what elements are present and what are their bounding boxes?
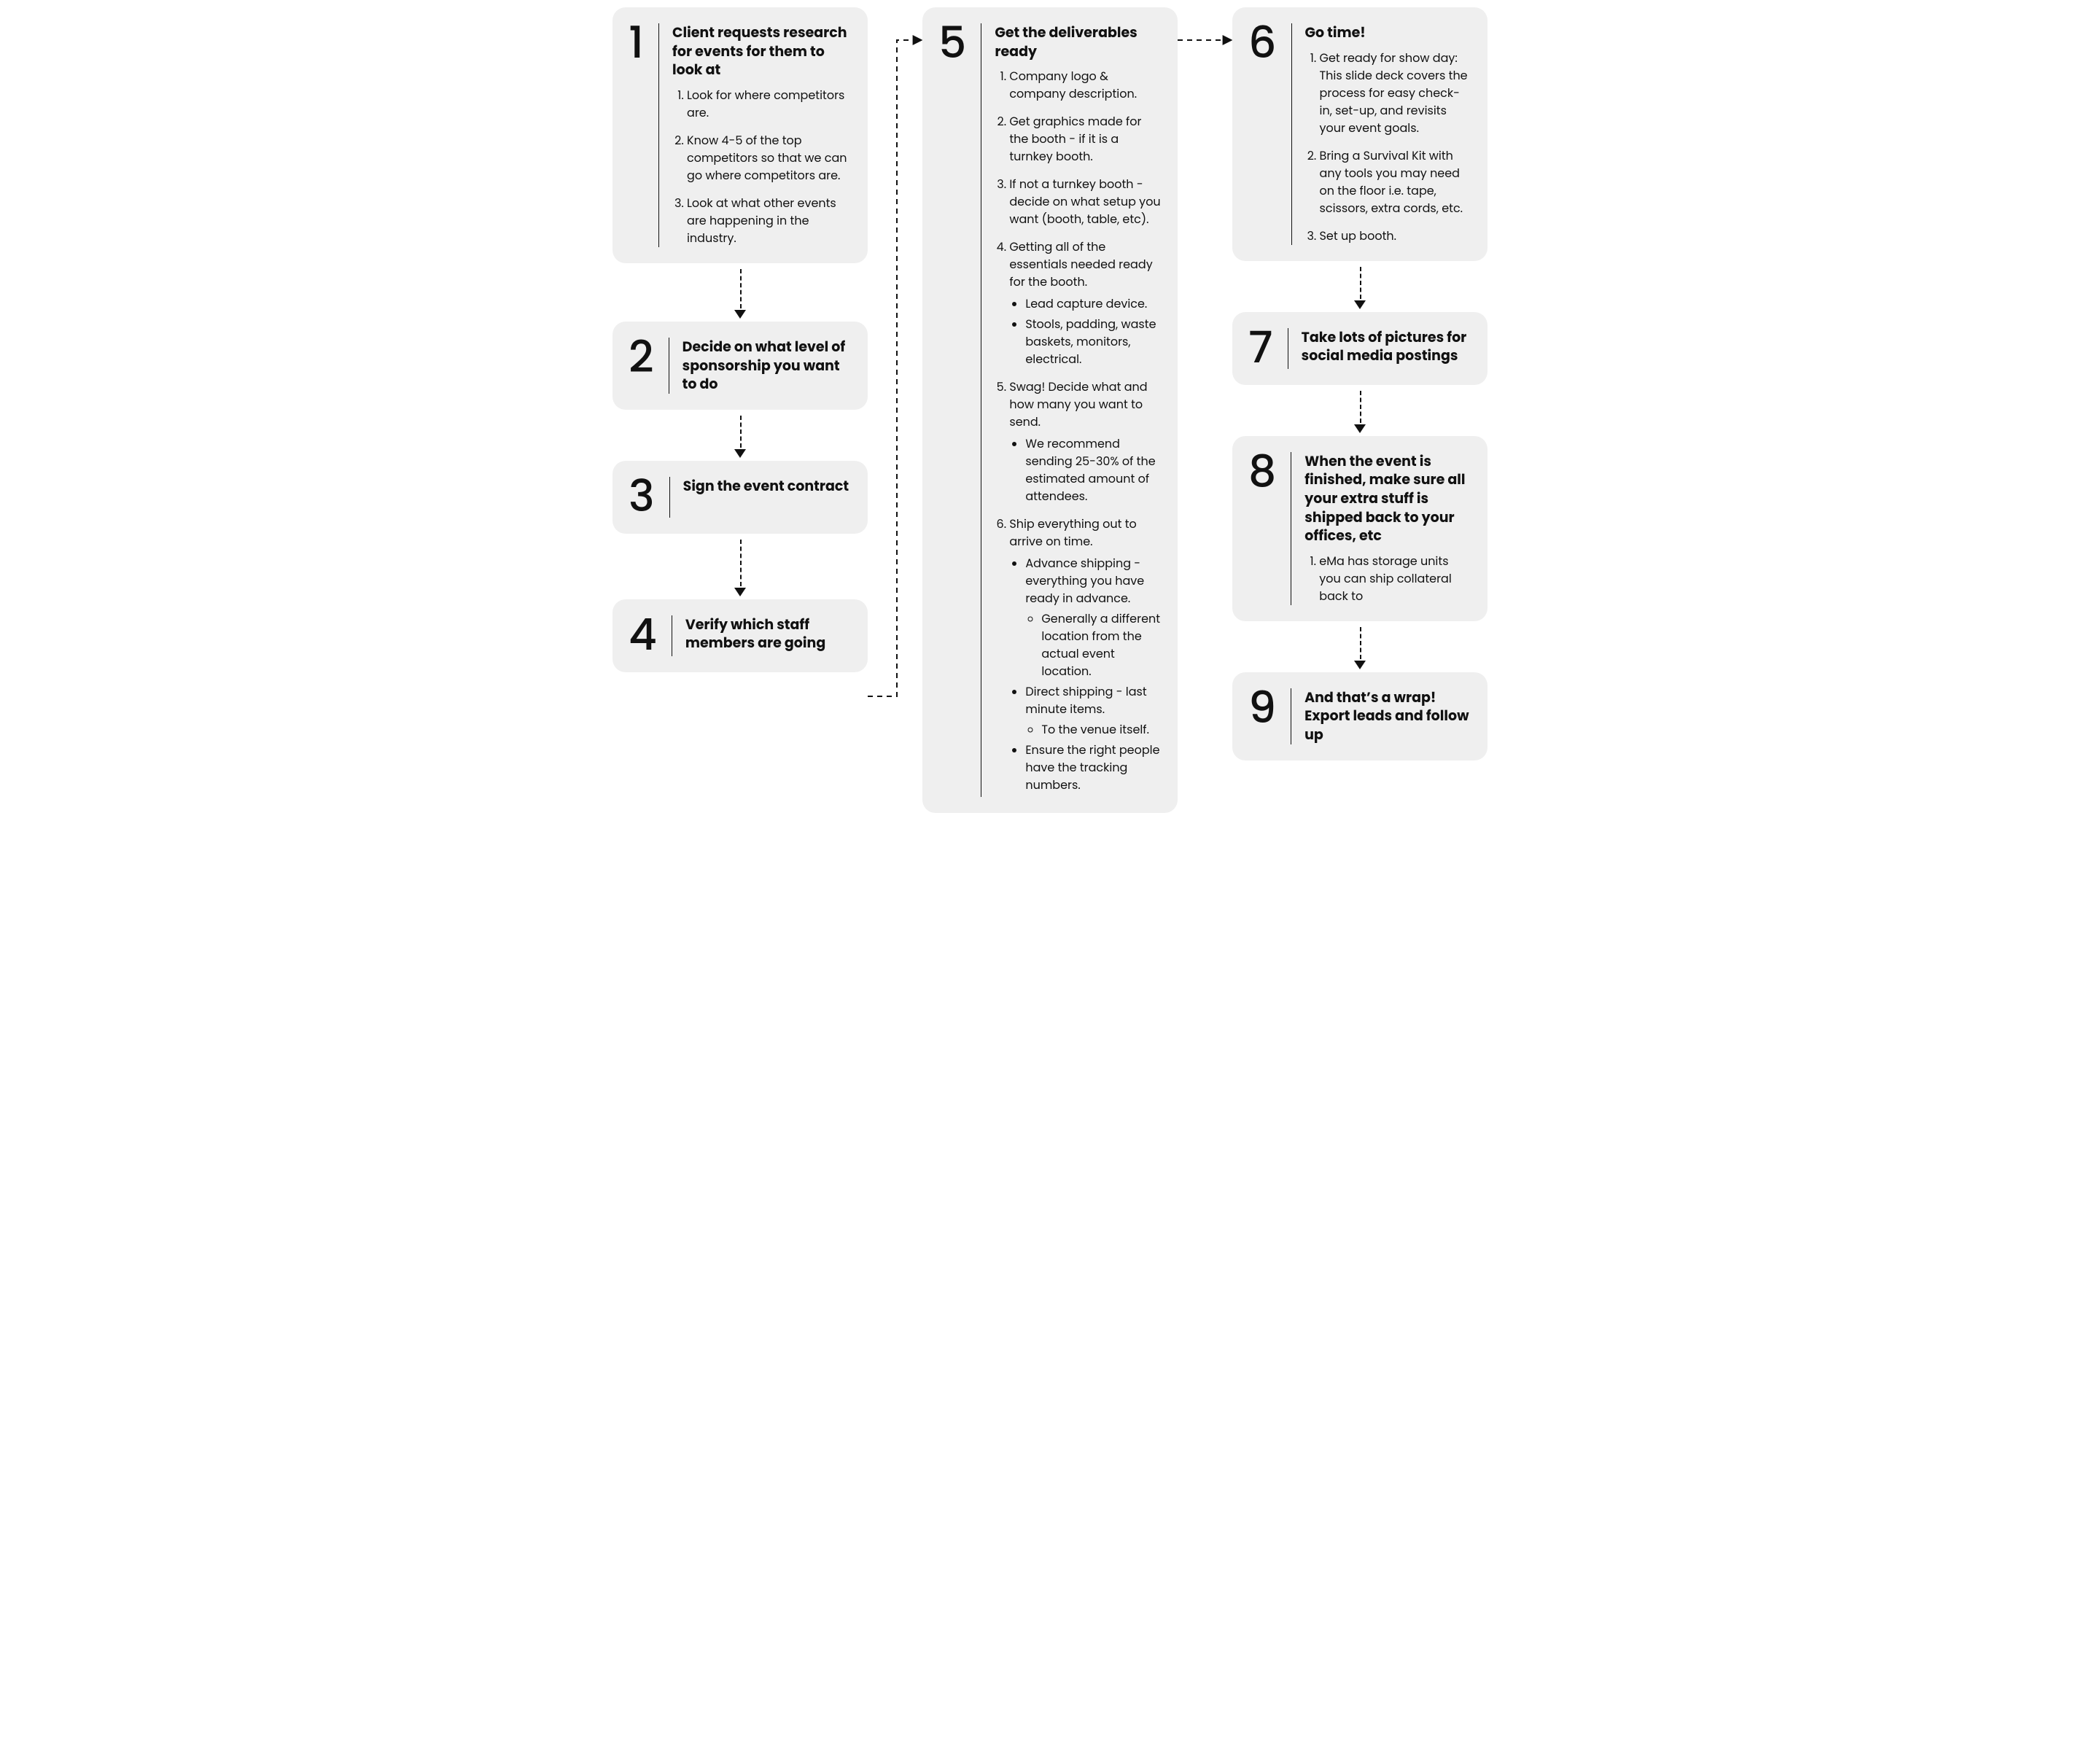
list-item: Bring a Survival Kit with any tools you … (1320, 147, 1471, 217)
edge-4-to-5 (868, 40, 919, 696)
arrow-down (1232, 621, 1488, 672)
list-text: Getting all of the essentials needed rea… (1009, 238, 1152, 290)
step-items: Look for where competitors are. Know 4-5… (672, 87, 852, 247)
sub-sub-list: Generally a different location from the … (1025, 610, 1162, 680)
list-item: Swag! Decide what and how many you want … (1009, 378, 1162, 505)
list-item: Getting all of the essentials needed rea… (1009, 238, 1162, 368)
list-item: Set up booth. (1320, 227, 1471, 245)
step-4: 4 Verify which staff members are going (612, 599, 868, 672)
list-text: Swag! Decide what and how many you want … (1009, 378, 1147, 430)
step-title: And that’s a wrap! Export leads and foll… (1304, 688, 1471, 744)
list-text: Direct shipping - last minute items. (1025, 683, 1146, 717)
list-item: Stools, padding, waste baskets, monitors… (1025, 316, 1162, 368)
list-item: Know 4-5 of the top competitors so that … (687, 132, 852, 184)
step-title: Go time! (1305, 23, 1471, 42)
arrow-down (1232, 261, 1488, 312)
flowchart: 1 Client requests research for events fo… (612, 0, 1488, 820)
list-item: Company logo & company description. (1009, 68, 1162, 103)
step-title: Take lots of pictures for social media p… (1302, 328, 1471, 365)
list-item: To the venue itself. (1041, 721, 1162, 739)
step-number: 6 (1248, 20, 1291, 64)
step-divider (1291, 23, 1292, 245)
step-title: Client requests research for events for … (672, 23, 852, 79)
step-8: 8 When the event is finished, make sure … (1232, 436, 1488, 621)
sub-list: Advance shipping - everything you have r… (1009, 555, 1162, 794)
list-item: We recommend sending 25-30% of the estim… (1025, 435, 1162, 505)
step-divider (669, 477, 670, 518)
column-2: 5 Get the deliverables ready Company log… (922, 7, 1178, 813)
list-text: Ship everything out to arrive on time. (1009, 515, 1136, 550)
list-item: Get ready for show day: This slide deck … (1320, 50, 1471, 137)
sub-list: Lead capture device. Stools, padding, wa… (1009, 295, 1162, 368)
step-number: 1 (629, 20, 658, 64)
step-title: Sign the event contract (683, 477, 852, 496)
step-6: 6 Go time! Get ready for show day: This … (1232, 7, 1488, 261)
step-number: 4 (629, 612, 672, 656)
arrow-down (612, 263, 868, 322)
step-3: 3 Sign the event contract (612, 461, 868, 534)
list-item: If not a turnkey booth - decide on what … (1009, 176, 1162, 228)
step-number: 7 (1248, 325, 1288, 369)
list-item: Ship everything out to arrive on time. A… (1009, 515, 1162, 794)
list-item: Ensure the right people have the trackin… (1025, 742, 1162, 794)
step-divider (658, 23, 659, 247)
step-number: 5 (938, 20, 981, 64)
list-item: Direct shipping - last minute items. To … (1025, 683, 1162, 739)
step-title: When the event is finished, make sure al… (1304, 452, 1471, 545)
column-1: 1 Client requests research for events fo… (612, 7, 868, 672)
sub-list: We recommend sending 25-30% of the estim… (1009, 435, 1162, 505)
step-number: 8 (1248, 449, 1291, 493)
step-items: Company logo & company description. Get … (995, 68, 1162, 794)
list-item: Look for where competitors are. (687, 87, 852, 122)
step-number: 2 (629, 335, 669, 378)
list-item: Look at what other events are happening … (687, 195, 852, 247)
arrow-down (612, 534, 868, 599)
list-item: Get graphics made for the booth - if it … (1009, 113, 1162, 166)
step-9: 9 And that’s a wrap! Export leads and fo… (1232, 672, 1488, 760)
arrow-down (1232, 385, 1488, 436)
step-number: 3 (629, 474, 669, 518)
step-7: 7 Take lots of pictures for social media… (1232, 312, 1488, 385)
list-item: Generally a different location from the … (1041, 610, 1162, 680)
step-2: 2 Decide on what level of sponsorship yo… (612, 322, 868, 410)
list-item: Lead capture device. (1025, 295, 1162, 313)
column-3: 6 Go time! Get ready for show day: This … (1232, 7, 1488, 760)
list-item: Advance shipping - everything you have r… (1025, 555, 1162, 680)
step-title: Get the deliverables ready (995, 23, 1162, 61)
sub-sub-list: To the venue itself. (1025, 721, 1162, 739)
step-title: Decide on what level of sponsorship you … (682, 338, 852, 394)
step-number: 9 (1248, 685, 1291, 729)
step-5: 5 Get the deliverables ready Company log… (922, 7, 1178, 813)
arrow-down (612, 410, 868, 461)
list-text: Advance shipping - everything you have r… (1025, 555, 1144, 607)
step-items: Get ready for show day: This slide deck … (1305, 50, 1471, 245)
step-title: Verify which staff members are going (685, 615, 852, 653)
step-items: eMa has storage units you can ship colla… (1304, 553, 1471, 605)
step-1: 1 Client requests research for events fo… (612, 7, 868, 263)
list-item: eMa has storage units you can ship colla… (1319, 553, 1471, 605)
